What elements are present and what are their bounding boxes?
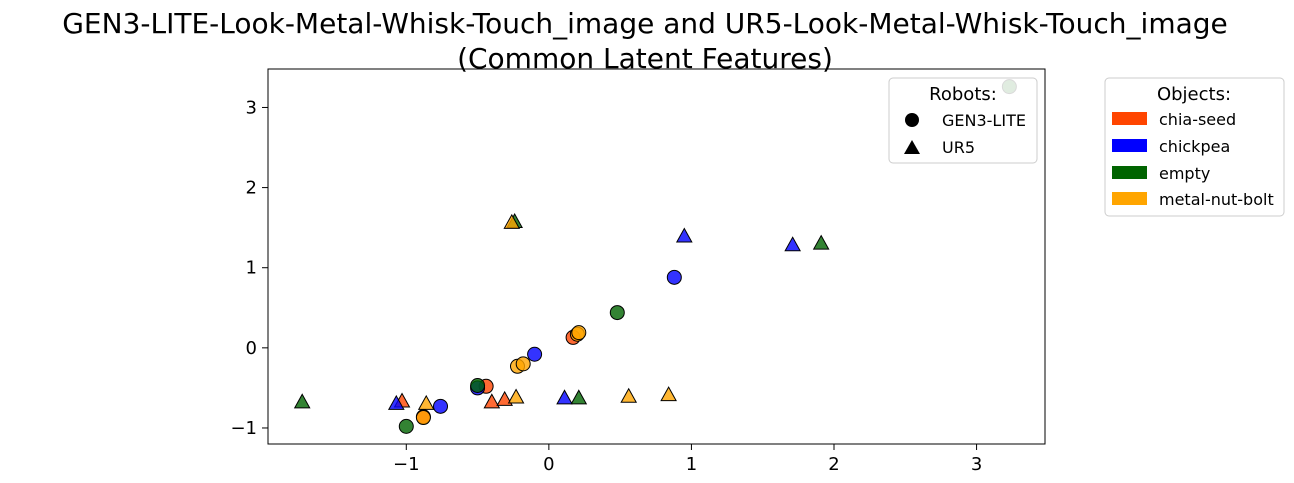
legend-swatch-empty — [1112, 166, 1147, 179]
x-tick-label: 1 — [686, 454, 697, 475]
gen3-lite-point-metal-nut-bolt — [515, 356, 531, 372]
robots-legend: Robots: GEN3-LITE UR5 — [888, 77, 1038, 164]
ur5-point-chia-seed — [496, 390, 514, 406]
x-axis: −1 0 1 2 3 — [393, 444, 982, 475]
ur5-point-metal-nut-bolt — [417, 394, 435, 410]
ur5-point-empty — [812, 234, 830, 250]
ur5-point-metal-nut-bolt — [620, 387, 638, 403]
chart-title-line1: GEN3-LITE-Look-Metal-Whisk-Touch_image a… — [62, 7, 1228, 40]
ur5-point-empty — [570, 389, 588, 405]
gen3-lite-point-chickpea — [666, 269, 682, 285]
gen3-lite-point-chickpea — [527, 346, 543, 362]
gen3-lite-point-empty — [609, 305, 625, 321]
gen3-lite-point-metal-nut-bolt — [415, 410, 431, 426]
gen3-lite-point-metal-nut-bolt — [571, 325, 587, 341]
robots-legend-title: Robots: — [929, 84, 997, 105]
legend-swatch-chickpea — [1112, 139, 1147, 152]
y-axis: −1 0 1 2 3 — [230, 97, 268, 439]
ur5-point-chia-seed — [483, 393, 501, 409]
x-tick-label: 3 — [971, 454, 982, 475]
legend-robot-label: GEN3-LITE — [942, 111, 1026, 130]
objects-legend-title: Objects: — [1157, 84, 1231, 105]
legend-object-label: chickpea — [1159, 137, 1230, 156]
x-tick-label: 2 — [828, 454, 839, 475]
y-tick-label: 2 — [246, 178, 257, 199]
plot-frame — [267, 68, 1046, 445]
legend-triangle-marker — [904, 140, 920, 154]
gen3-lite-point-empty — [470, 378, 486, 394]
legend-circle-marker — [905, 113, 919, 127]
ur5-point-metal-nut-bolt — [660, 386, 677, 402]
objects-legend: Objects: chia-seed chickpea empty metal-… — [1104, 77, 1285, 217]
legend-object-label: empty — [1159, 164, 1210, 183]
ur5-point-chickpea — [675, 227, 693, 243]
legend-object-label: metal-nut-bolt — [1159, 190, 1274, 209]
ur5-point-metal-nut-bolt — [503, 213, 521, 229]
legend-robot-label: UR5 — [942, 138, 975, 157]
ur5-point-empty — [293, 393, 311, 409]
legend-object-label: chia-seed — [1159, 110, 1236, 129]
y-tick-label: 3 — [246, 97, 257, 118]
gen3-lite-point-empty — [398, 418, 414, 434]
ur5-point-chickpea — [387, 394, 405, 410]
x-tick-label: −1 — [393, 454, 420, 475]
ur5-point-chickpea — [784, 236, 802, 252]
ur5-point-metal-nut-bolt — [507, 388, 525, 404]
y-tick-label: 1 — [246, 258, 257, 279]
y-tick-label: −1 — [230, 418, 257, 439]
legend-swatch-chia-seed — [1112, 112, 1147, 125]
legend-swatch-metal-nut-bolt — [1112, 192, 1147, 205]
chart-title-line2: (Common Latent Features) — [457, 42, 833, 75]
ur5-point-chickpea — [556, 389, 573, 405]
scatter-points — [293, 79, 1017, 434]
y-tick-label: 0 — [246, 338, 257, 359]
x-tick-label: 0 — [543, 454, 554, 475]
gen3-lite-point-chickpea — [433, 398, 449, 414]
objects-legend-box — [1104, 77, 1285, 217]
robots-legend-box — [888, 77, 1038, 164]
